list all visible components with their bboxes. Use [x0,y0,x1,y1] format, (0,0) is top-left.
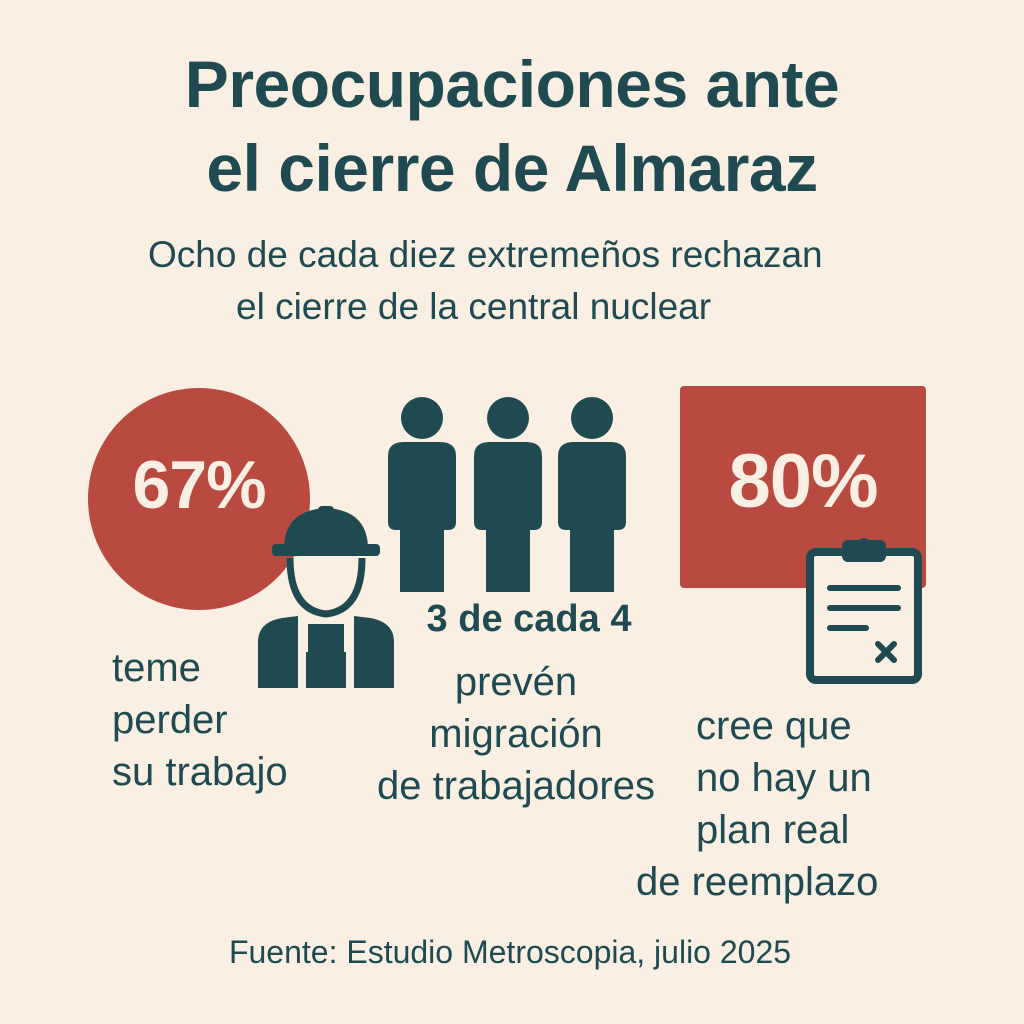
job-loss-line: teme [112,646,201,690]
clipboard-x-icon [806,538,922,684]
three-people-icon [388,397,626,592]
migration-line: migración [429,712,603,756]
no-plan-box: 80% [680,386,926,588]
migration-line: prevén [454,660,578,704]
job-loss-text: teme perder su trabajo [112,642,288,798]
job-loss-line: perder [112,698,228,742]
no-plan-line: de reemplazo [636,860,879,904]
no-plan-line: cree que [696,704,852,748]
title-line-2: el cierre de Almaraz [206,131,818,205]
subtitle-line-2: el cierre de la central nuclear [236,286,712,327]
no-plan-percent: 80% [728,439,878,524]
migration-line: de trabajadores [377,764,655,808]
job-loss-percent: 67% [132,447,266,523]
subtitle-line-1: Ocho de cada diez extremeños rechazan [148,234,823,275]
migration-text: prevén migración de trabajadores [366,656,666,812]
job-loss-line: su trabajo [112,750,288,794]
title-line-1: Preocupaciones ante [184,47,840,121]
migration-headline: 3 de cada 4 [426,598,632,640]
source-text: Fuente: Estudio Metroscopia, julio 2025 [228,934,792,970]
page-title: Preocupaciones ante el cierre de Almaraz [0,42,1024,210]
no-plan-line: plan real [696,808,850,852]
source-note: Fuente: Estudio Metroscopia, julio 2025 [0,934,1024,971]
no-plan-text: cree que no hay un plan real de reemplaz… [636,700,926,908]
worker-hardhat-icon [258,506,394,688]
no-plan-line: no hay un [696,756,872,800]
job-loss-circle: 67% [88,388,310,610]
